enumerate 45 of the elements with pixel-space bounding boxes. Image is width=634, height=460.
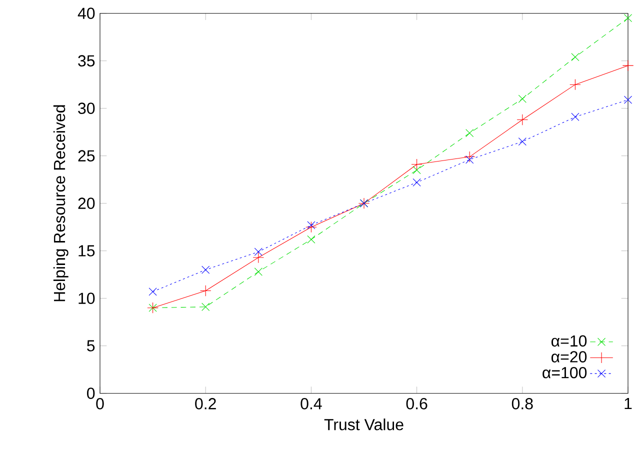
point (200, 285, 212, 296)
point (516, 114, 528, 126)
y-tick-label: 0 (87, 388, 95, 399)
y-tick-label: 40 (78, 8, 95, 19)
point (412, 166, 421, 174)
point (571, 112, 580, 121)
point (466, 128, 474, 138)
point (518, 94, 526, 103)
x-axis-title: Trust Value (324, 418, 404, 430)
point (624, 14, 632, 22)
point (464, 151, 476, 162)
point (306, 221, 317, 233)
point (624, 96, 632, 104)
y-axis-title: Helping Resource Received (53, 105, 68, 302)
point (518, 138, 526, 146)
point (148, 288, 157, 296)
x-tick-label: 0.4 (300, 398, 322, 410)
point (570, 78, 581, 90)
legend-label: α=10 (551, 335, 587, 347)
y-tick-label: 20 (78, 198, 95, 209)
y-tick-label: 25 (78, 150, 95, 162)
point (254, 248, 262, 256)
x-tick-label: 0.2 (195, 398, 216, 410)
x-tick-label: 0.6 (406, 398, 428, 410)
point (411, 158, 422, 170)
legend-label: α=100 (542, 366, 587, 378)
x-tick-label: 0 (96, 398, 104, 410)
point (307, 235, 316, 244)
x-tick-label: 1 (624, 398, 632, 410)
point (307, 221, 316, 230)
point (254, 268, 262, 276)
y-tick-label: 10 (78, 292, 95, 304)
point (202, 266, 210, 274)
point (622, 60, 634, 72)
point (412, 178, 421, 186)
y-tick-label: 35 (78, 55, 95, 66)
point (202, 302, 210, 311)
y-tick-label: 5 (87, 340, 95, 352)
point (571, 52, 580, 62)
point (252, 252, 264, 264)
legend-label: α=20 (551, 351, 587, 362)
y-tick-label: 30 (78, 102, 95, 114)
y-tick-label: 15 (78, 245, 95, 256)
point (466, 156, 474, 164)
x-tick-label: 0.8 (512, 398, 533, 410)
